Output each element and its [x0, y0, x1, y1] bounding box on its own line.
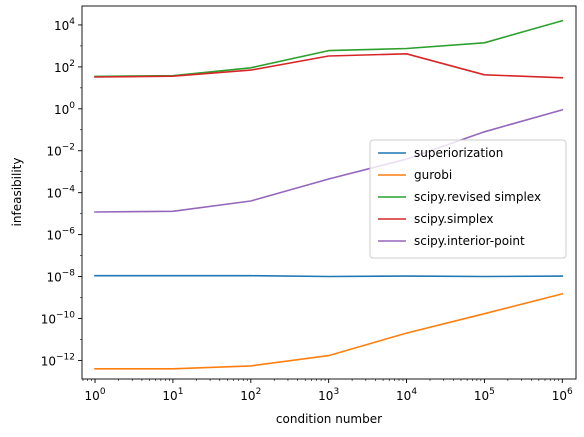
legend-box — [369, 139, 567, 259]
x-tick-label-base: 10 — [162, 389, 177, 403]
x-tick-label-exponent: 1 — [178, 387, 184, 397]
legend-label: gurobi — [414, 168, 452, 182]
x-tick-label: 100 — [85, 387, 106, 403]
x-tick-label: 105 — [474, 387, 495, 403]
x-tick-label-exponent: 6 — [567, 387, 573, 397]
x-tick-label-exponent: 2 — [256, 387, 262, 397]
y-tick-label-exponent: 4 — [69, 17, 75, 27]
legend-label: superiorization — [414, 146, 503, 160]
series-line-gurobi — [94, 292, 564, 370]
x-tick-label-base: 10 — [85, 389, 100, 403]
x-tick-label: 106 — [552, 387, 573, 403]
x-axis-label: condition number — [276, 412, 382, 426]
x-tick-label: 104 — [396, 387, 417, 403]
legend-label: scipy.revised simplex — [414, 190, 541, 204]
y-tick-label: 10−4 — [46, 185, 75, 201]
x-tick-label-exponent: 5 — [489, 387, 495, 397]
y-tick-label: 104 — [54, 17, 75, 33]
y-tick-label-exponent: −8 — [62, 269, 76, 279]
y-tick-label: 10−2 — [46, 143, 75, 159]
y-tick-label-exponent: 0 — [69, 101, 75, 111]
y-tick-label-base: 10 — [41, 312, 56, 326]
x-tick-label-base: 10 — [396, 389, 411, 403]
y-tick-label: 10−6 — [46, 227, 75, 243]
x-tick-label-base: 10 — [552, 389, 567, 403]
x-axis: 100 101 102 103 104 105 106 — [82, 379, 573, 403]
x-tick-label-base: 10 — [318, 389, 333, 403]
legend-label: scipy.simplex — [414, 212, 494, 226]
y-tick-label: 102 — [54, 59, 75, 75]
x-tick-label-exponent: 4 — [411, 387, 417, 397]
y-tick-label-base: 10 — [54, 103, 69, 117]
x-tick-label: 102 — [240, 387, 261, 403]
y-tick-label-base: 10 — [46, 145, 61, 159]
y-tick-label-base: 10 — [46, 271, 61, 285]
y-tick-label-base: 10 — [41, 354, 56, 368]
x-tick-label: 101 — [162, 387, 183, 403]
x-tick-label-exponent: 0 — [100, 387, 106, 397]
series-layer — [94, 19, 564, 370]
x-tick-label-exponent: 3 — [333, 387, 339, 397]
legend: superiorization gurobi scipy.revised simpl… — [369, 139, 567, 259]
x-tick-label-base: 10 — [240, 389, 255, 403]
y-tick-label: 10−8 — [46, 269, 75, 285]
y-tick-label-exponent: −2 — [62, 143, 75, 153]
x-tick-label-base: 10 — [474, 389, 489, 403]
y-tick-label-exponent: −4 — [62, 185, 76, 195]
y-tick-label: 10−10 — [41, 310, 76, 326]
x-tick-label: 103 — [318, 387, 339, 403]
y-tick-label-base: 10 — [54, 19, 69, 33]
y-tick-label-exponent: −6 — [62, 227, 76, 237]
y-axis-label: infeasibility — [10, 158, 24, 227]
y-tick-label-exponent: 2 — [69, 59, 75, 69]
series-line-scipy-simplex — [94, 52, 564, 79]
y-tick-label-exponent: −12 — [56, 352, 75, 362]
series-line-superiorization — [94, 274, 564, 278]
y-tick-label-exponent: −10 — [56, 310, 75, 320]
y-tick-label: 100 — [54, 101, 75, 117]
y-tick-label: 10−12 — [41, 352, 75, 368]
y-tick-label-base: 10 — [46, 229, 61, 243]
series-line-scipy-interior-point — [94, 108, 564, 213]
y-tick-label-base: 10 — [54, 61, 69, 75]
legend-label: scipy.interior-point — [414, 234, 525, 248]
y-tick-label-base: 10 — [46, 187, 61, 201]
